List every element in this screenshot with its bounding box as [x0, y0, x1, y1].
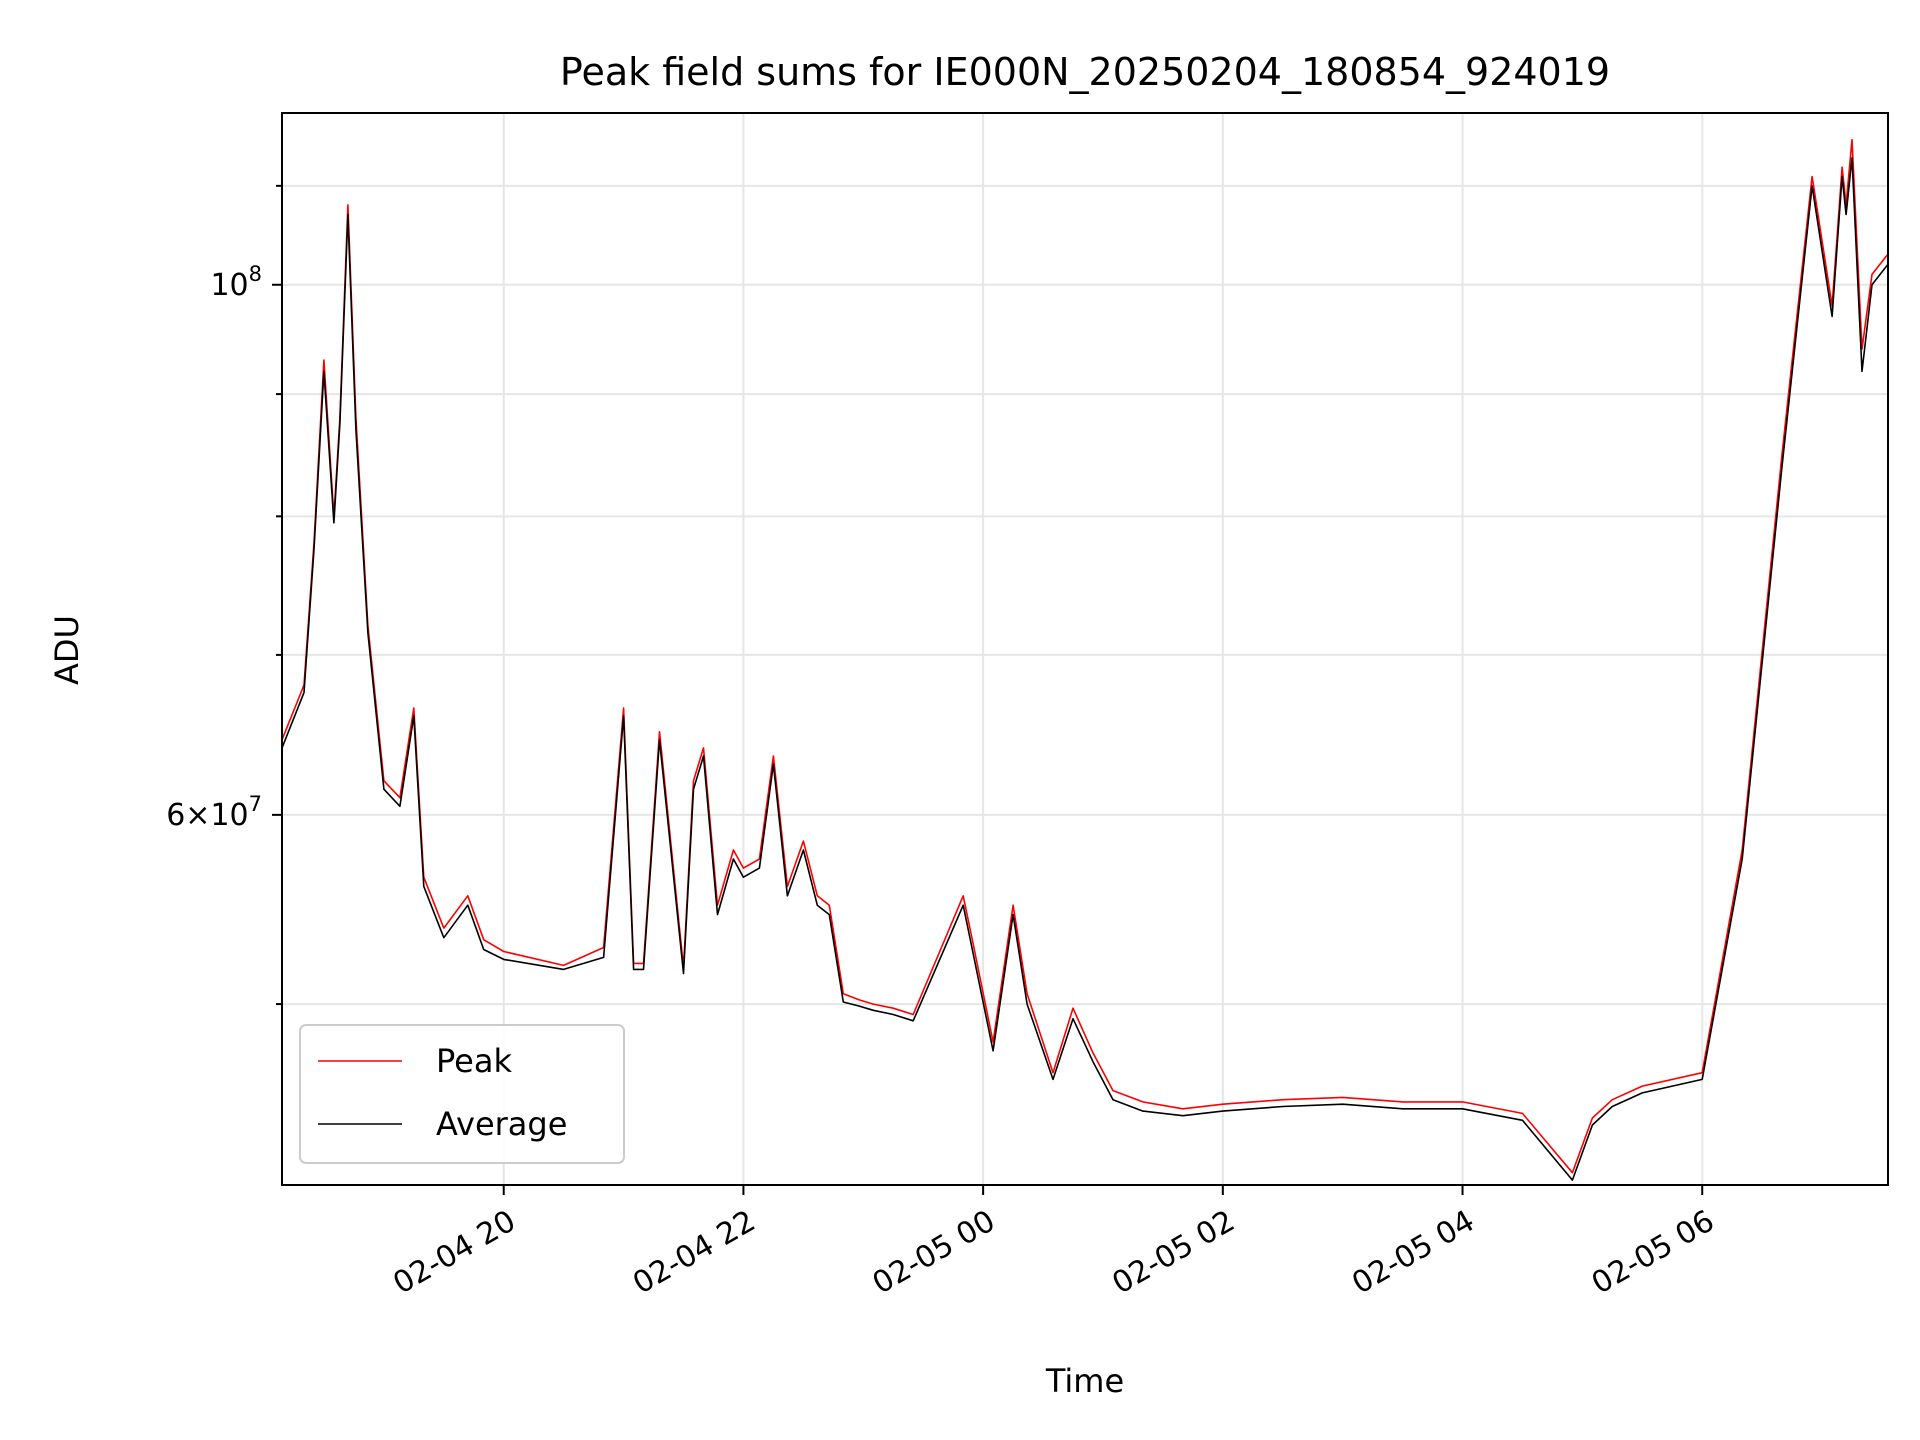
chart-title: Peak field sums for IE000N_20250204_1808… [560, 50, 1610, 94]
y-tick-label: 108 [210, 262, 262, 303]
legend-label-average: Average [436, 1105, 567, 1143]
legend: Peak Average [299, 1024, 625, 1164]
y-axis-label: ADU [48, 615, 86, 685]
grid [282, 113, 1888, 1185]
plot-frame [281, 112, 1889, 1186]
legend-box [299, 1024, 625, 1164]
y-tick-label: 6×107 [166, 792, 262, 833]
series-line-average [281, 157, 1889, 1181]
legend-label-peak: Peak [436, 1042, 512, 1080]
x-axis-label: Time [1045, 1362, 1124, 1400]
series-layer [281, 138, 1889, 1181]
